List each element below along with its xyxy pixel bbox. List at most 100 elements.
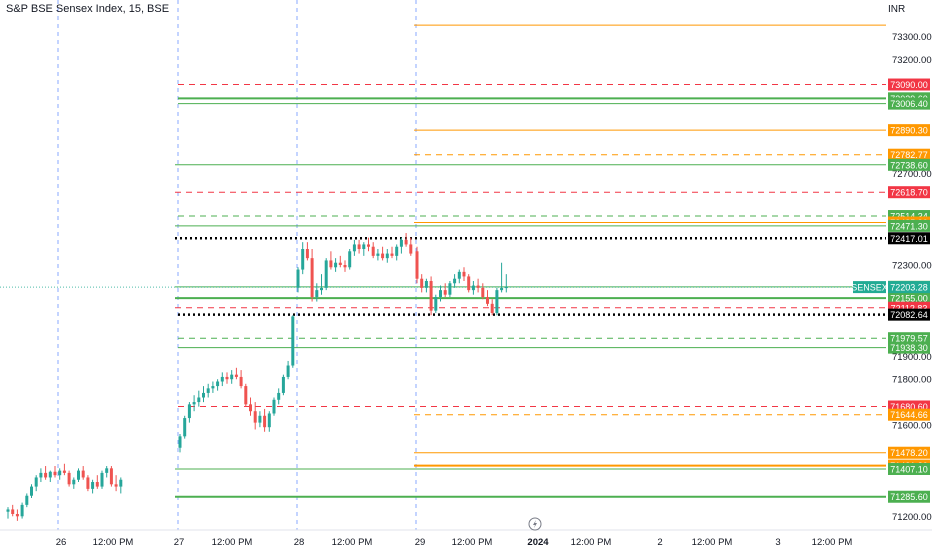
candle-body: [376, 253, 380, 256]
candle-body: [225, 376, 229, 380]
price-tag: 71478.20: [890, 448, 928, 458]
candle-body: [11, 509, 15, 515]
candle-body: [91, 482, 95, 489]
candle-body: [20, 504, 24, 517]
candle-body: [30, 486, 33, 496]
candle-body: [343, 265, 347, 268]
candle-body: [315, 290, 319, 297]
price-tick-label: 73200.00: [892, 55, 932, 66]
candle-body: [114, 484, 118, 487]
candle-body: [367, 244, 370, 247]
price-tag: 72471.30: [890, 221, 928, 231]
price-tag: 71644.66: [890, 410, 928, 420]
candle-body: [338, 262, 342, 265]
candle-body: [301, 249, 305, 270]
candle-body: [310, 258, 314, 297]
candle-body: [258, 415, 262, 423]
price-tag: 72890.30: [890, 126, 928, 136]
time-tick-label: 12:00 PM: [212, 537, 253, 548]
price-axis[interactable]: 73300.00 73200.00 72700.00 72300.00 71900.00…: [0, 0, 932, 531]
candle-body: [34, 477, 38, 487]
time-tick-label: 12:00 PM: [812, 537, 853, 548]
time-axis[interactable]: 26 12:00 PM 27 12:00 PM 28 12:00 PM 29 12:00 PM…: [56, 537, 853, 548]
candle-body: [481, 287, 485, 297]
price-tag-box: [888, 232, 930, 245]
candle-body: [206, 388, 210, 393]
price-tag: 71285.60: [890, 492, 928, 502]
candle-body: [352, 244, 356, 252]
candle-body: [230, 374, 234, 380]
lightning-icon-bolt: [533, 520, 537, 528]
price-tag: 72417.01: [890, 234, 928, 244]
candle-body: [390, 253, 394, 256]
candle-body: [95, 482, 99, 487]
currency-label[interactable]: INR: [888, 4, 906, 15]
candle-body: [109, 468, 113, 485]
candle-body: [371, 246, 375, 256]
price-tag-box: [888, 490, 930, 503]
symbol-tag: SENSEX: [851, 283, 888, 293]
candle-body: [253, 411, 257, 423]
price-tag-box: [888, 446, 930, 459]
candle-body: [77, 470, 80, 480]
candle-body: [272, 399, 276, 414]
candle-body: [291, 316, 295, 366]
time-tick-label: 12:00 PM: [452, 537, 493, 548]
candle-body: [348, 251, 352, 268]
candle-body: [187, 404, 191, 419]
price-tag: 73006.40: [890, 99, 928, 109]
price-tick-label: 72300.00: [892, 261, 932, 272]
candle-body: [58, 470, 62, 476]
candle-body: [244, 386, 248, 405]
price-tag: 71979.57: [890, 334, 928, 344]
candle-body: [53, 471, 57, 476]
price-tag-box: [888, 148, 930, 161]
candle-body: [72, 479, 76, 485]
candle-body: [305, 249, 309, 259]
price-tag-box: [888, 462, 930, 475]
candle-body: [263, 415, 267, 428]
candle-body: [448, 283, 452, 295]
price-tag: 72738.60: [890, 160, 928, 170]
candle-body: [211, 386, 215, 389]
price-tag-box: [888, 186, 930, 199]
candle-body: [471, 285, 475, 291]
time-tick-label: 27: [174, 537, 185, 548]
time-tick-label: 29: [415, 537, 426, 548]
time-tick-label: 12:00 PM: [93, 537, 134, 548]
candle-body: [490, 303, 494, 313]
price-tag-box: [888, 158, 930, 171]
price-tag-box: [888, 341, 930, 354]
candle-body: [409, 244, 413, 254]
candle-body: [220, 376, 224, 382]
price-tag-box: [888, 97, 930, 110]
candle-body: [443, 290, 447, 295]
candle-body: [399, 239, 403, 247]
candle-body: [105, 468, 109, 473]
price-tick-label: 72700.00: [892, 169, 932, 180]
time-tick-label: 26: [56, 537, 67, 548]
candle-body: [48, 471, 52, 478]
candle-body: [15, 514, 19, 517]
candle-body: [424, 280, 428, 288]
candle-body: [44, 472, 48, 478]
candle-body: [234, 374, 238, 377]
candle-body: [249, 404, 252, 412]
candle-body: [385, 253, 389, 259]
price-tag-box: [888, 408, 930, 421]
candle-body: [25, 495, 29, 505]
candle-body: [81, 470, 85, 478]
price-tag-box: [888, 292, 930, 305]
candle-body: [404, 239, 408, 245]
time-tick-label: 12:00 PM: [571, 537, 612, 548]
price-tag-box: [888, 78, 930, 91]
candle-body: [286, 365, 290, 377]
candle-body: [329, 260, 333, 268]
lightning-icon[interactable]: [528, 517, 542, 531]
price-tick-label: 71600.00: [892, 420, 932, 431]
candle-body: [183, 418, 187, 437]
price-tag-box: [888, 219, 930, 232]
candle-body: [462, 271, 466, 277]
